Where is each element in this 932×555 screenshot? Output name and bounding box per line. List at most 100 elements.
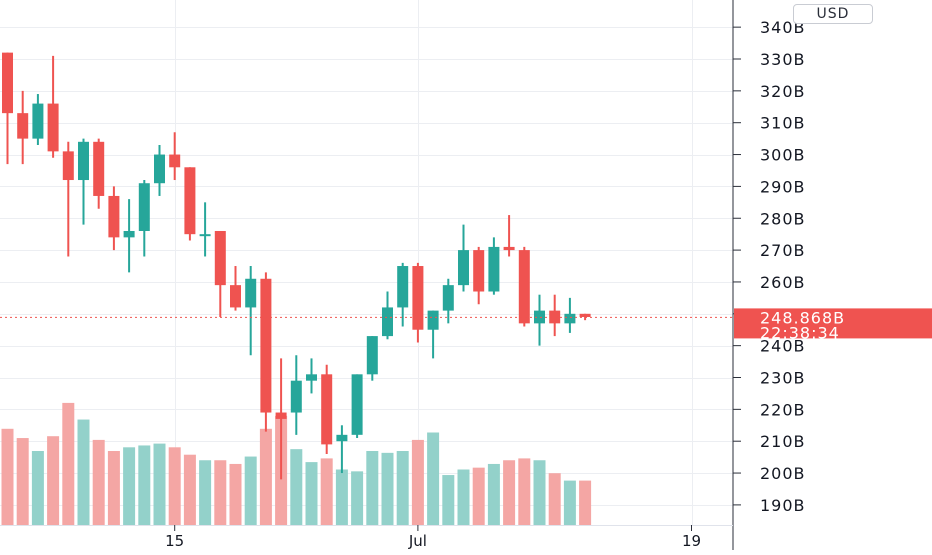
candle-body: [62, 151, 74, 181]
price-axis-tick-label: 210B: [760, 432, 806, 451]
candle-body: [336, 434, 348, 442]
price-axis-tick-label: 200B: [760, 464, 806, 483]
volume-bar: [214, 460, 227, 525]
candle-body: [275, 412, 287, 419]
volume-bar: [487, 463, 500, 525]
volume-bar: [457, 469, 470, 525]
candle-body: [397, 266, 409, 308]
grid-layer: [0, 0, 733, 525]
candle-body: [534, 310, 545, 324]
candle-body: [138, 183, 150, 231]
candle-body: [17, 113, 29, 139]
candle-body: [518, 250, 530, 324]
volume-bar: [442, 475, 455, 525]
candle-body: [549, 310, 561, 324]
volume-layer: [1, 402, 592, 525]
volume-bar: [153, 443, 166, 525]
candle-body: [2, 52, 13, 114]
volume-bar: [244, 456, 257, 525]
volume-bar: [518, 458, 531, 525]
price-axis-tick-label: 280B: [760, 209, 806, 228]
price-axis-tick-label: 300B: [760, 146, 806, 165]
candle-body: [230, 285, 241, 308]
last-price-label-background: [734, 308, 932, 339]
candle-body: [306, 374, 317, 381]
candle-body: [154, 154, 165, 184]
candle-body: [579, 313, 591, 317]
candle-body: [503, 246, 515, 251]
candle-body: [184, 167, 196, 235]
price-axis-tick-label: 310B: [760, 114, 806, 133]
volume-bar: [396, 451, 409, 525]
currency-button[interactable]: USD: [793, 4, 873, 24]
candle-body: [245, 278, 257, 308]
candle-body: [169, 154, 181, 168]
volume-bar: [62, 402, 75, 525]
candle-body: [108, 195, 120, 238]
candle-body: [123, 230, 135, 238]
volume-bar: [381, 452, 394, 525]
volume-bar: [533, 460, 546, 525]
price-axis-tick-label: 270B: [760, 241, 806, 260]
candle-body: [290, 380, 302, 413]
volume-bar: [92, 439, 105, 525]
candle-body: [442, 285, 454, 311]
volume-bar: [427, 432, 440, 525]
volume-bar: [47, 436, 60, 525]
volume-bar: [579, 480, 592, 525]
candle-body: [488, 246, 500, 292]
candle-body: [564, 313, 576, 324]
price-axis-background: [733, 0, 932, 550]
volume-bar: [107, 451, 120, 525]
volume-bar: [199, 460, 212, 525]
price-axis-tick-label: 290B: [760, 177, 806, 196]
candle-body: [366, 336, 378, 375]
last-price-value: 248.868B: [760, 308, 845, 327]
price-axis-tick-label: 320B: [760, 82, 806, 101]
volume-bar: [77, 419, 90, 525]
candle-layer: [2, 52, 591, 480]
volume-bar: [320, 458, 333, 525]
candle-body: [427, 310, 439, 330]
candle-body: [260, 278, 272, 413]
volume-bar: [183, 454, 196, 525]
volume-bar: [138, 445, 151, 525]
candle-body: [199, 234, 211, 237]
candle-body: [78, 141, 89, 181]
volume-bar: [1, 428, 14, 525]
volume-bar: [259, 428, 272, 525]
candle-body: [93, 141, 105, 196]
price-axis-tick-label: 230B: [760, 369, 806, 388]
time-axis-tick-label: Jul: [408, 532, 427, 550]
volume-bar: [503, 460, 516, 525]
volume-bar: [31, 451, 44, 525]
volume-bar: [168, 447, 181, 525]
candle-body: [32, 103, 44, 139]
candle-body: [382, 307, 393, 337]
candle-body: [412, 266, 424, 330]
volume-bar: [548, 473, 561, 525]
volume-bar: [411, 439, 424, 525]
time-axis[interactable]: 15 Jul 19: [165, 525, 701, 550]
volume-bar: [123, 447, 136, 525]
price-axis-tick-label: 220B: [760, 400, 806, 419]
candle-body: [321, 374, 333, 445]
volume-bar: [16, 438, 29, 525]
volume-bar: [366, 451, 379, 525]
candle-body: [473, 250, 485, 292]
price-axis[interactable]: 190B200B210B220B230B240B250B260B270B280B…: [733, 18, 806, 515]
price-axis-tick-label: 330B: [760, 50, 806, 69]
price-axis-tick-label: 240B: [760, 337, 806, 356]
volume-bar: [305, 462, 318, 525]
time-axis-tick-label: 19: [682, 532, 701, 550]
bar-countdown-timer: 22:38:34: [760, 323, 840, 342]
time-axis-tick-label: 15: [165, 532, 184, 550]
candle-body: [458, 250, 469, 286]
volume-bar: [351, 471, 364, 525]
candle-body: [214, 230, 226, 286]
volume-bar: [563, 480, 576, 525]
candle-body: [351, 374, 363, 435]
